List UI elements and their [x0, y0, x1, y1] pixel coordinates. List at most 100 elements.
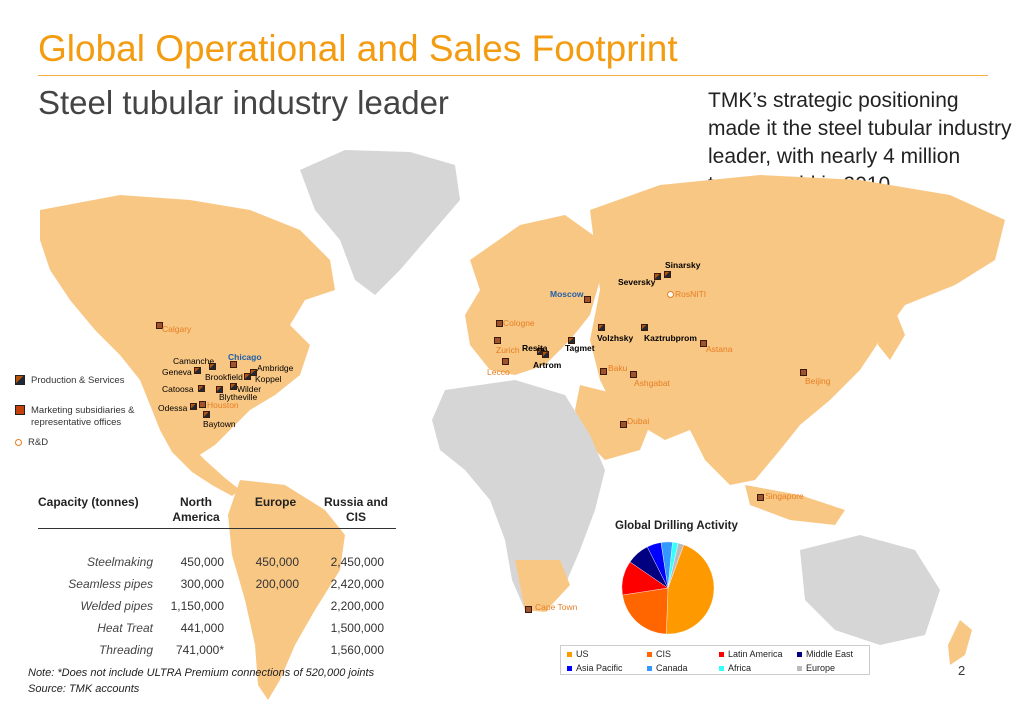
- marker-blytheville: [216, 386, 223, 393]
- label-moscow: Moscow: [550, 289, 584, 299]
- pie-legend-label: Asia Pacific: [576, 663, 623, 673]
- label-houston: Houston: [207, 400, 239, 410]
- marker-ashgabat: [630, 371, 637, 378]
- page-subtitle: Steel tubular industry leader: [38, 84, 449, 121]
- label-astana: Astana: [706, 344, 733, 354]
- legend-swatch-icon: [719, 652, 724, 658]
- header-capacity: Capacity (tonnes): [38, 495, 139, 509]
- legend-swatch-icon: [797, 652, 802, 658]
- marker-cape-town: [525, 606, 532, 613]
- marker-odessa: [190, 403, 197, 410]
- asia-landmass: [590, 175, 1005, 485]
- marker-zurich: [494, 337, 501, 344]
- africa-landmass: [432, 380, 605, 610]
- label-odessa: Odessa: [158, 403, 188, 413]
- pie-legend-item: Canada: [647, 663, 688, 673]
- marker-tagmet: [568, 337, 575, 344]
- marker-baku: [600, 368, 607, 375]
- pie-slice-us: [666, 544, 715, 635]
- southeast-asia-islands: [745, 485, 845, 525]
- marker-brookfield: [244, 373, 251, 380]
- capacity-row-label: Steelmaking: [86, 555, 153, 569]
- label-chicago: Chicago: [228, 352, 262, 362]
- north-america-landmass: [40, 195, 335, 458]
- marker-ambridge: [250, 369, 257, 376]
- label-tagmet: Tagmet: [565, 343, 595, 353]
- label-wilder: Wilder: [237, 384, 262, 394]
- pie-legend-item: Africa: [719, 663, 751, 673]
- label-lecco: Lecco: [487, 367, 510, 377]
- label-rosniti: RosNITI: [675, 289, 707, 299]
- label-sinarsky: Sinarsky: [665, 260, 701, 270]
- capacity-value-ru: 2,420,000: [330, 577, 384, 591]
- production-swatch-icon: [15, 375, 25, 386]
- legend-swatch-icon: [567, 666, 572, 672]
- label-geneva: Geneva: [162, 367, 192, 377]
- capacity-value-na: 450,000: [180, 555, 224, 569]
- capacity-value-na: 300,000: [180, 577, 224, 591]
- table-header-rule: [38, 528, 396, 529]
- legend-marketing-line2: representative offices: [31, 417, 122, 428]
- marker-cologne: [496, 320, 503, 327]
- label-resita: Resita: [522, 343, 548, 353]
- legend-rd: R&D: [15, 437, 48, 448]
- marketing-swatch-icon: [15, 405, 25, 416]
- marker-moscow: [584, 296, 591, 303]
- pie-legend-item: Middle East: [797, 649, 853, 659]
- legend-swatch-icon: [719, 666, 724, 672]
- label-seversky: Seversky: [618, 277, 656, 287]
- label-brookfield: Brookfield: [205, 372, 243, 382]
- pie-legend-item: US: [567, 649, 589, 659]
- label-baku: Baku: [608, 363, 628, 373]
- capacity-value-ru: 2,200,000: [330, 599, 384, 613]
- pie-legend-label: US: [576, 649, 589, 659]
- marker-dubai: [620, 421, 627, 428]
- capacity-value-ru: 2,450,000: [330, 555, 384, 569]
- pie-slice-cis: [622, 587, 669, 635]
- header-russia-cis: Russia and CIS: [323, 495, 389, 524]
- legend-swatch-icon: [647, 666, 652, 672]
- pie-legend-label: Africa: [728, 663, 752, 673]
- pie-slice-europe: [667, 542, 685, 589]
- label-singapore: Singapore: [765, 491, 804, 501]
- capacity-value-eu: 200,000: [255, 577, 299, 591]
- label-blytheville: Blytheville: [219, 392, 258, 402]
- capacity-row-label: Threading: [98, 643, 153, 657]
- marker-astana: [700, 340, 707, 347]
- pie-legend-item: Europe: [797, 663, 835, 673]
- arabia-landmass: [575, 385, 650, 460]
- marker-artrom: [542, 351, 549, 358]
- legend-production: Production & Services: [15, 375, 124, 386]
- legend-swatch-icon: [647, 652, 652, 658]
- pie-legend-label: CIS: [656, 649, 672, 659]
- south-america-landmass: [228, 480, 345, 700]
- label-calgary: Calgary: [162, 324, 192, 334]
- label-koppel: Koppel: [255, 374, 282, 384]
- capacity-row-label: Seamless pipes: [68, 577, 153, 591]
- header-north-america: North America: [172, 495, 220, 524]
- footnote: Note: *Does not include ULTRA Premium co…: [28, 667, 375, 679]
- new-zealand-landmass: [948, 620, 972, 665]
- label-camanche: Camanche: [173, 356, 215, 366]
- marker-houston: [199, 401, 206, 408]
- pie-legend-label: Middle East: [806, 649, 854, 659]
- pie-chart-title: Global Drilling Activity: [615, 520, 738, 532]
- capacity-row-label: Welded pipes: [80, 599, 154, 613]
- legend-swatch-icon: [797, 666, 802, 672]
- label-ambridge: Ambridge: [257, 363, 294, 373]
- legend-swatch-icon: [567, 652, 572, 658]
- label-kaztrubprom: Kaztrubprom: [644, 333, 697, 343]
- legend-marketing: Marketing subsidiaries &: [15, 405, 135, 416]
- marker-lecco: [502, 358, 509, 365]
- marker-beijing: [800, 369, 807, 376]
- label-artrom: Artrom: [533, 360, 562, 370]
- marker-baytown: [203, 411, 210, 418]
- marker-geneva: [194, 367, 201, 374]
- pie-legend-item: Asia Pacific: [567, 663, 623, 673]
- marker-sinarsky: [664, 271, 671, 278]
- greenland-landmass: [300, 150, 460, 295]
- rd-swatch-icon: [15, 438, 22, 446]
- pie-legend-item: CIS: [647, 649, 671, 659]
- europe-landmass: [465, 215, 600, 375]
- world-map: [40, 150, 1005, 700]
